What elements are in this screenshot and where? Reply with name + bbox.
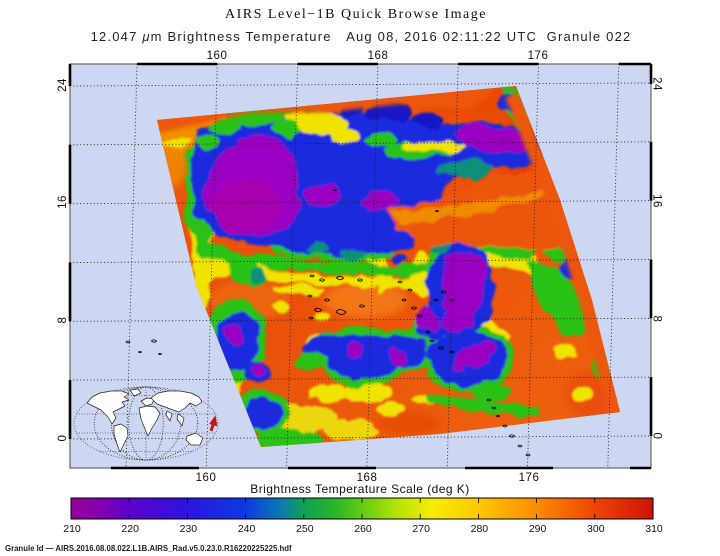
svg-text:168: 168: [357, 472, 378, 484]
svg-text:230: 230: [180, 523, 198, 535]
svg-text:210: 210: [63, 523, 81, 535]
svg-text:300: 300: [587, 523, 605, 535]
svg-text:8: 8: [57, 317, 69, 324]
svg-text:240: 240: [238, 523, 256, 535]
svg-text:Brightness Temperature Scale (: Brightness Temperature Scale (deg K): [250, 482, 469, 496]
svg-text:AIRS Level−1B Quick Browse Ima: AIRS Level−1B Quick Browse Image: [225, 7, 487, 22]
svg-text:160: 160: [196, 472, 217, 484]
svg-text:310: 310: [645, 523, 663, 535]
svg-text:270: 270: [412, 523, 430, 535]
svg-text:250: 250: [296, 523, 314, 535]
svg-text:0: 0: [651, 433, 663, 440]
svg-text:16: 16: [57, 195, 69, 209]
svg-text:12.047 μm Brightness Temperatu: 12.047 μm Brightness Temperature Aug 08,…: [91, 29, 632, 44]
svg-text:Granule Id — AIRS.2016.08.08.0: Granule Id — AIRS.2016.08.08.022.L1B.AIR…: [5, 544, 292, 553]
svg-text:0: 0: [57, 435, 69, 442]
svg-text:176: 176: [519, 472, 540, 484]
svg-text:176: 176: [528, 50, 549, 62]
svg-text:8: 8: [651, 316, 663, 323]
svg-text:168: 168: [368, 50, 389, 62]
svg-text:290: 290: [529, 523, 547, 535]
svg-text:280: 280: [471, 523, 489, 535]
svg-text:16: 16: [651, 194, 663, 208]
svg-text:24: 24: [651, 77, 663, 91]
svg-text:24: 24: [57, 78, 69, 92]
svg-text:160: 160: [207, 50, 228, 62]
svg-text:220: 220: [121, 523, 139, 535]
svg-text:260: 260: [354, 523, 372, 535]
